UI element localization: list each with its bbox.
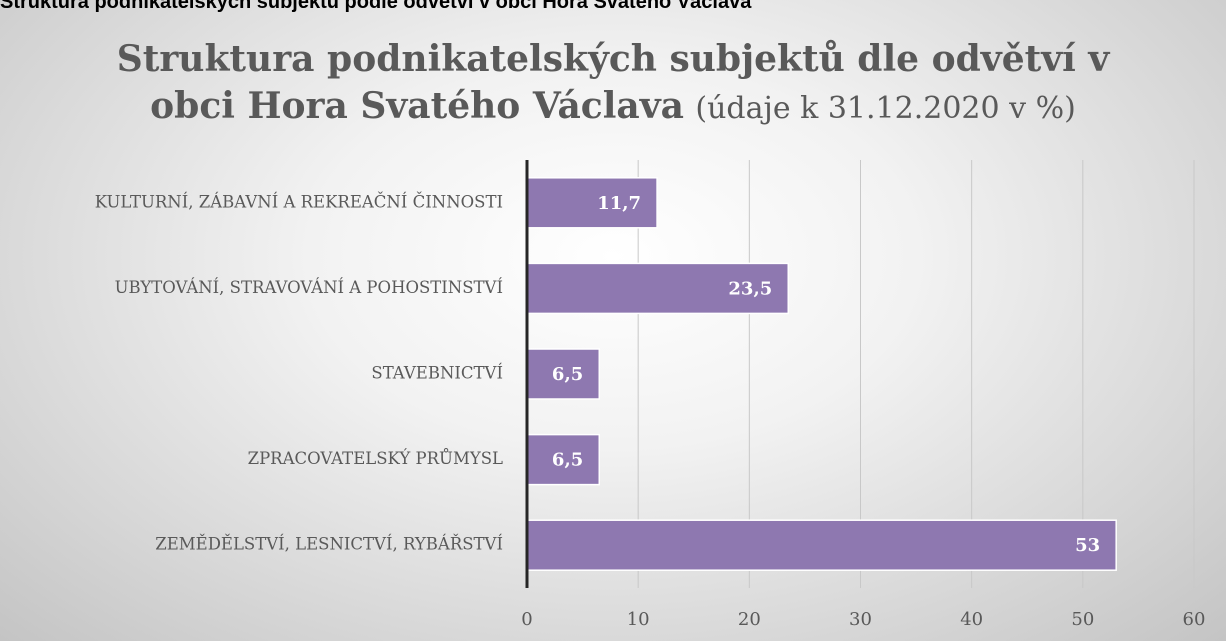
y-tick-label: ZEMĚDĚLSTVÍ, LESNICTVÍ, RYBÁŘSTVÍ (155, 534, 503, 554)
x-tick-label: 40 (960, 609, 983, 630)
bar (526, 519, 1117, 571)
data-label: 53 (1075, 535, 1100, 556)
y-tick-label: KULTURNÍ, ZÁBAVNÍ A REKREAČNÍ ČINNOSTI (95, 191, 503, 211)
x-tick-label: 0 (521, 609, 532, 630)
y-tick-label: ZPRACOVATELSKÝ PRŮMYSL (248, 448, 503, 468)
page-header: Struktura podnikatelských subjektů podle… (0, 0, 752, 13)
x-tick-label: 50 (1071, 609, 1094, 630)
bar (526, 433, 601, 486)
bar (526, 177, 658, 229)
data-label: 6,5 (552, 364, 583, 385)
data-label: 6,5 (552, 450, 583, 471)
x-tick-label: 10 (627, 609, 650, 630)
y-tick-label: STAVEBNICTVÍ (371, 363, 503, 383)
x-tick-label: 60 (1183, 609, 1206, 630)
y-tick-label: UBYTOVÁNÍ, STRAVOVÁNÍ A POHOSTINSTVÍ (115, 277, 503, 297)
x-tick-label: 20 (738, 609, 761, 630)
chart-subtitle: (údaje k 31.12.2020 v %) (695, 91, 1076, 126)
data-label: 23,5 (728, 278, 772, 299)
data-label: 11,7 (597, 193, 641, 214)
bar (526, 262, 789, 315)
chart-title-block: Struktura podnikatelských subjektů dle o… (113, 36, 1113, 132)
chart-title: Struktura podnikatelských subjektů dle o… (116, 38, 1110, 127)
x-tick-label: 30 (849, 609, 872, 630)
bar (526, 348, 601, 400)
